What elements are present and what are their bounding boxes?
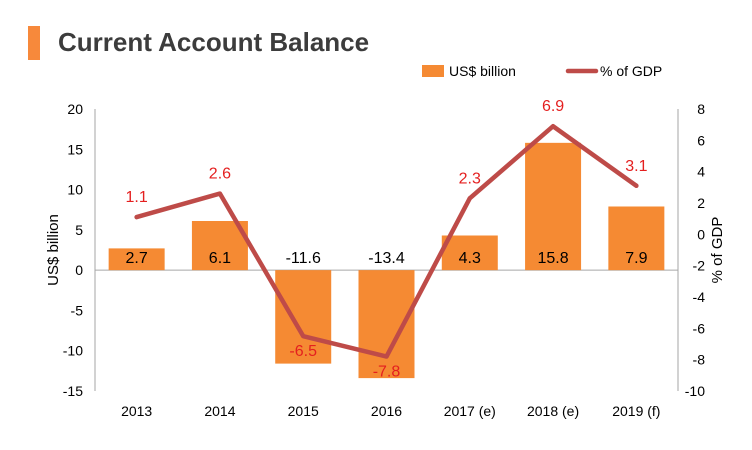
chart-title: Current Account Balance <box>58 27 370 57</box>
bar-data-label: 15.8 <box>538 250 569 267</box>
y-left-tick-label: 0 <box>75 262 83 278</box>
y-left-tick-label: -15 <box>63 383 83 399</box>
title-accent-bar <box>28 26 40 60</box>
y-right-tick-label: -8 <box>693 352 706 368</box>
bar-data-label: 6.1 <box>209 250 231 267</box>
gdp-line-point <box>634 183 639 188</box>
y-right-tick-label: -2 <box>693 258 706 274</box>
bar-data-label: 4.3 <box>459 250 481 267</box>
y-right-tick-label: 8 <box>697 101 705 117</box>
x-category-label: 2019 (f) <box>612 403 660 419</box>
legend-bar-label: US$ billion <box>449 63 516 79</box>
x-category-label: 2013 <box>121 403 152 419</box>
y-right-tick-label: -10 <box>685 383 705 399</box>
legend-bar-swatch <box>422 65 444 77</box>
line-data-label: 2.3 <box>459 170 481 187</box>
gdp-line-point <box>551 124 556 129</box>
y-left-tick-label: 10 <box>67 182 83 198</box>
y-left-tick-label: 15 <box>67 141 83 157</box>
x-category-label: 2014 <box>204 403 235 419</box>
bar-2013 <box>108 248 165 271</box>
y-right-tick-label: -4 <box>693 289 706 305</box>
line-data-label: 6.9 <box>542 98 564 115</box>
y-right-tick-label: 6 <box>697 132 705 148</box>
line-data-label: 3.1 <box>625 158 647 175</box>
x-category-label: 2016 <box>371 403 402 419</box>
y-right-tick-label: -6 <box>693 320 706 336</box>
bar-data-label: 2.7 <box>126 250 148 267</box>
bar-2015 <box>275 270 332 364</box>
y-axis-right-title: % of GDP <box>709 217 726 284</box>
gdp-line-point <box>384 354 389 359</box>
y-left-tick-label: -10 <box>63 343 83 359</box>
bar-data-label: 7.9 <box>625 250 647 267</box>
gdp-line-point <box>301 334 306 339</box>
x-category-label: 2017 (e) <box>444 403 496 419</box>
bar-2018e <box>525 142 582 271</box>
y-left-tick-label: 20 <box>67 101 83 117</box>
line-data-label: 1.1 <box>126 189 148 206</box>
y-axis-left-title: US$ billion <box>45 214 62 286</box>
legend-line-label: % of GDP <box>600 63 662 79</box>
bar-data-label: -11.6 <box>286 250 321 267</box>
x-category-label: 2015 <box>288 403 319 419</box>
y-right-tick-label: 4 <box>697 164 705 180</box>
bar-data-label: -13.4 <box>368 250 405 267</box>
y-right-tick-label: 2 <box>697 195 705 211</box>
gdp-line-point <box>467 196 472 201</box>
bar-2019f <box>608 206 665 271</box>
gdp-line-point <box>217 191 222 196</box>
line-data-label: 2.6 <box>209 166 231 183</box>
line-data-label: -7.8 <box>373 364 401 381</box>
y-left-tick-label: 5 <box>75 222 83 238</box>
bar-2017e <box>441 235 498 271</box>
y-right-tick-label: 0 <box>697 226 705 242</box>
line-data-label: -6.5 <box>289 343 317 360</box>
gdp-line-point <box>134 215 139 220</box>
y-left-tick-label: -5 <box>71 302 84 318</box>
x-category-label: 2018 (e) <box>527 403 579 419</box>
